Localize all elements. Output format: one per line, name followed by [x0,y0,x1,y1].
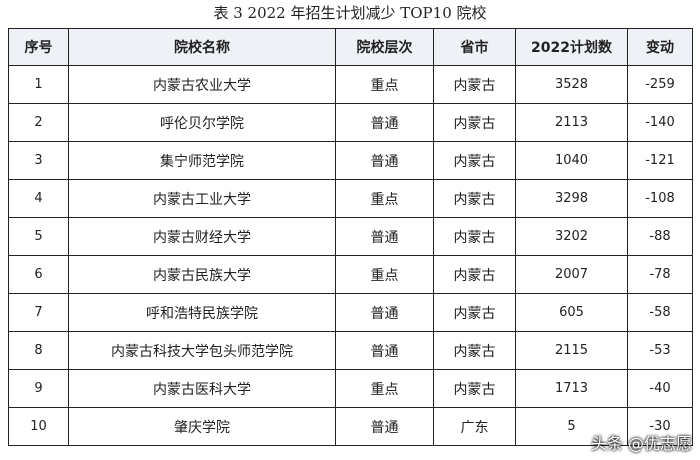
table-cell: -140 [627,103,693,142]
table-cell: 2 [8,103,69,142]
table-cell: 内蒙古 [433,331,516,370]
table-row: 10 肇庆学院 普通 广东 5 -30 [8,407,693,446]
table-cell: 普通 [335,407,434,446]
table-row: 8 内蒙古科技大学包头师范学院 普通 内蒙古 2115 -53 [8,331,693,370]
table-cell: 重点 [335,255,434,294]
table-cell: 1 [8,65,69,104]
table-cell: 9 [8,369,69,408]
table-cell: 内蒙古民族大学 [68,255,336,294]
table-title: 表 3 2022 年招生计划减少 TOP10 院校 [213,4,487,22]
table-cell: 5 [515,407,628,446]
table-cell: -88 [627,217,693,256]
table-row: 1 内蒙古农业大学 重点 内蒙古 3528 -259 [8,65,693,104]
header-cell: 省市 [433,28,516,66]
table-cell: 广东 [433,407,516,446]
table-cell: 5 [8,217,69,256]
table-cell: 内蒙古 [433,217,516,256]
table-cell: 4 [8,179,69,218]
header-cell: 院校名称 [68,28,336,66]
table-cell: 10 [8,407,69,446]
table-cell: 3298 [515,179,628,218]
table-cell: 8 [8,331,69,370]
table-cell: 内蒙古 [433,65,516,104]
table-cell: 内蒙古医科大学 [68,369,336,408]
table-row: 7 呼和浩特民族学院 普通 内蒙古 605 -58 [8,293,693,332]
table-cell: 605 [515,293,628,332]
data-table: 序号 院校名称 院校层次 省市 2022计划数 变动 1 内蒙古农业大学 重点 内蒙古 3528-… [8,28,693,446]
table-row: 6 内蒙古民族大学 重点 内蒙古 2007 -78 [8,255,693,294]
table-cell: 呼伦贝尔学院 [68,103,336,142]
table-cell: 重点 [335,179,434,218]
table-cell: 内蒙古 [433,369,516,408]
table-cell: 普通 [335,217,434,256]
table-cell: 1040 [515,141,628,180]
table-row: 9 内蒙古医科大学 重点 内蒙古 1713 -40 [8,369,693,408]
table-row: 4 内蒙古工业大学 重点 内蒙古 3298 -108 [8,179,693,218]
table-cell: 内蒙古 [433,103,516,142]
table-cell: -58 [627,293,693,332]
table-cell: 2113 [515,103,628,142]
table-row: 5 内蒙古财经大学 普通 内蒙古 3202 -88 [8,217,693,256]
table-cell: 1713 [515,369,628,408]
table-cell: -30 [627,407,693,446]
table-cell: 2007 [515,255,628,294]
header-cell: 院校层次 [335,28,434,66]
header-cell: 2022计划数 [515,28,628,66]
table-cell: 呼和浩特民族学院 [68,293,336,332]
table-cell: 集宁师范学院 [68,141,336,180]
table-cell: 普通 [335,103,434,142]
table-cell: 肇庆学院 [68,407,336,446]
table-cell: -121 [627,141,693,180]
table-cell: 内蒙古财经大学 [68,217,336,256]
table-cell: 内蒙古 [433,179,516,218]
table-cell: 7 [8,293,69,332]
table-cell: 内蒙古工业大学 [68,179,336,218]
table-cell: 2115 [515,331,628,370]
table-cell: 6 [8,255,69,294]
table-cell: 3528 [515,65,628,104]
table-cell: 普通 [335,331,434,370]
table-cell: 内蒙古 [433,141,516,180]
table-cell: 内蒙古 [433,293,516,332]
table-cell: -53 [627,331,693,370]
table-cell: -40 [627,369,693,408]
header-cell: 序号 [8,28,69,66]
table-cell: 普通 [335,141,434,180]
table-cell: -78 [627,255,693,294]
header-cell: 变动 [627,28,693,66]
table-cell: -259 [627,65,693,104]
table-row: 2 呼伦贝尔学院 普通 内蒙古 2113 -140 [8,103,693,142]
table-cell: -108 [627,179,693,218]
table-cell: 内蒙古农业大学 [68,65,336,104]
table-cell: 3202 [515,217,628,256]
table-cell: 内蒙古 [433,255,516,294]
header-row: 序号 院校名称 院校层次 省市 2022计划数 变动 [8,28,693,66]
table-cell: 内蒙古科技大学包头师范学院 [68,331,336,370]
table-cell: 重点 [335,369,434,408]
watermark: 头条 @优志愿 [590,434,692,453]
table-cell: 普通 [335,293,434,332]
table-cell: 3 [8,141,69,180]
table-cell: 重点 [335,65,434,104]
table-row: 3 集宁师范学院 普通 内蒙古 1040 -121 [8,141,693,180]
